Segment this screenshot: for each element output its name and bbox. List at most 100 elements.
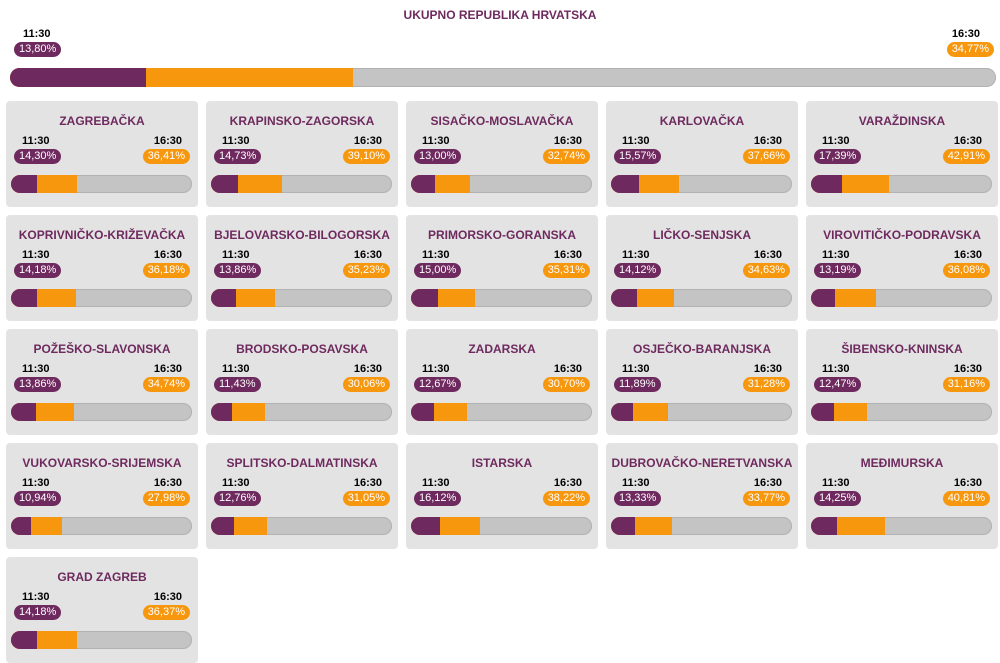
region-name: ISTARSKA [471,456,533,470]
total-time-2: 16:30 [951,28,980,40]
value-1630: 33,77% [742,491,790,506]
region-name: GRAD ZAGREB [57,570,147,584]
time-label-1630: 16:30 [553,135,582,147]
time-label-1130: 11:30 [222,135,250,147]
time-label-1130: 11:30 [822,477,850,489]
time-label-1130: 11:30 [422,249,450,261]
bar-segment-1130 [11,403,37,421]
time-label-1630: 16:30 [953,477,982,489]
value-1630: 30,70% [542,377,590,392]
region-turnout-bar [611,175,792,193]
region-turnout-bar [611,403,792,421]
region-name: ŠIBENSKO-KNINSKA [841,342,963,356]
region-turnout-bar [11,289,192,307]
region-card: VUKOVARSKO-SRIJEMSKA 11:30 16:30 10,94% 27,9… [6,443,198,549]
region-name: KOPRIVNIČKO-KRIŽEVAČKA [18,228,186,242]
region-turnout-bar [811,403,992,421]
value-1630: 42,91% [942,149,990,164]
bar-segment-1130 [211,517,235,535]
region-name: DUBROVAČKO-NERETVANSKA [611,456,793,470]
region-card: BRODSKO-POSAVSKA 11:30 16:30 11,43% 30,06% [206,329,398,435]
time-label-1630: 16:30 [953,249,982,261]
region-card: MEĐIMURSKA 11:30 16:30 14,25% 40,81% [806,443,998,549]
time-label-1630: 16:30 [953,135,982,147]
region-turnout-bar [411,175,592,193]
region-name: PRIMORSKO-GORANSKA [427,228,576,242]
time-label-1130: 11:30 [422,363,450,375]
region-card: DUBROVAČKO-NERETVANSKA 11:30 16:30 13,33% 33… [606,443,798,549]
region-name: ZADARSKA [468,342,536,356]
time-label-1630: 16:30 [353,363,382,375]
total-bar-segment-1130 [10,68,147,87]
time-label-1630: 16:30 [153,135,182,147]
value-1630: 32,74% [542,149,590,164]
time-label-1130: 11:30 [222,477,250,489]
time-label-1630: 16:30 [753,249,782,261]
time-label-1130: 11:30 [622,249,650,261]
value-1130: 14,30% [14,149,62,164]
time-label-1130: 11:30 [22,591,50,603]
time-label-1130: 11:30 [22,135,50,147]
region-name: ZAGREBAČKA [59,114,145,128]
region-card: ZADARSKA 11:30 16:30 12,67% 30,70% [406,329,598,435]
value-1130: 15,57% [614,149,662,164]
region-card: VIROVITIČKO-PODRAVSKA 11:30 16:30 13,19% 36,… [806,215,998,321]
region-turnout-bar [211,175,392,193]
value-1630: 34,74% [142,377,190,392]
value-1630: 38,22% [542,491,590,506]
total-value-1: 13,80% [14,42,62,57]
total-time-1: 11:30 [23,28,51,40]
bar-segment-1130 [411,289,439,307]
value-1130: 13,00% [414,149,462,164]
region-card: KRAPINSKO-ZAGORSKA 11:30 16:30 14,73% 39,10% [206,101,398,207]
region-card: VARAŽDINSKA 11:30 16:30 17,39% 42,91% [806,101,998,207]
region-turnout-bar [211,403,392,421]
bar-segment-1130 [211,175,238,193]
region-card: PRIMORSKO-GORANSKA 11:30 16:30 15,00% 35,31% [406,215,598,321]
region-name: KRAPINSKO-ZAGORSKA [229,114,375,128]
value-1630: 35,31% [542,263,590,278]
region-turnout-bar [811,289,992,307]
value-1630: 31,28% [742,377,790,392]
time-label-1130: 11:30 [822,363,850,375]
region-turnout-bar [11,517,192,535]
time-label-1130: 11:30 [822,249,850,261]
region-card: LIČKO-SENJSKA 11:30 16:30 14,12% 34,63% [606,215,798,321]
time-label-1130: 11:30 [22,477,50,489]
time-label-1130: 11:30 [222,249,250,261]
region-name: SISAČKO-MOSLAVAČKA [430,114,574,128]
bar-segment-1130 [411,175,435,193]
bar-segment-1130 [11,289,37,307]
bar-segment-1130 [811,517,837,535]
region-card: OSJEČKO-BARANJSKA 11:30 16:30 11,89% 31,28% [606,329,798,435]
region-turnout-bar [211,517,392,535]
region-turnout-bar [11,631,192,649]
value-1130: 11,89% [614,377,661,392]
time-label-1630: 16:30 [553,363,582,375]
time-label-1630: 16:30 [353,135,382,147]
value-1130: 13,33% [614,491,662,506]
region-name: LIČKO-SENJSKA [652,228,751,242]
time-label-1130: 11:30 [422,477,450,489]
value-1130: 11,43% [214,377,261,392]
value-1630: 31,05% [342,491,390,506]
region-name: POŽEŠKO-SLAVONSKA [33,342,171,356]
value-1630: 34,63% [742,263,790,278]
bar-segment-1130 [811,175,843,193]
value-1130: 14,73% [214,149,262,164]
region-name: SPLITSKO-DALMATINSKA [226,456,378,470]
region-card: SISAČKO-MOSLAVAČKA 11:30 16:30 13,00% 32,74% [406,101,598,207]
bar-segment-1130 [211,403,232,421]
region-name: VARAŽDINSKA [858,114,946,128]
bar-segment-1130 [611,403,633,421]
time-label-1630: 16:30 [753,135,782,147]
time-label-1630: 16:30 [353,477,382,489]
bar-segment-1130 [11,517,31,535]
region-card: KARLOVAČKA 11:30 16:30 15,57% 37,66% [606,101,798,207]
value-1130: 16,12% [414,491,462,506]
region-turnout-bar [411,517,592,535]
value-1130: 10,94% [14,491,62,506]
bar-segment-1130 [611,289,637,307]
value-1130: 17,39% [814,149,862,164]
time-label-1130: 11:30 [22,363,50,375]
